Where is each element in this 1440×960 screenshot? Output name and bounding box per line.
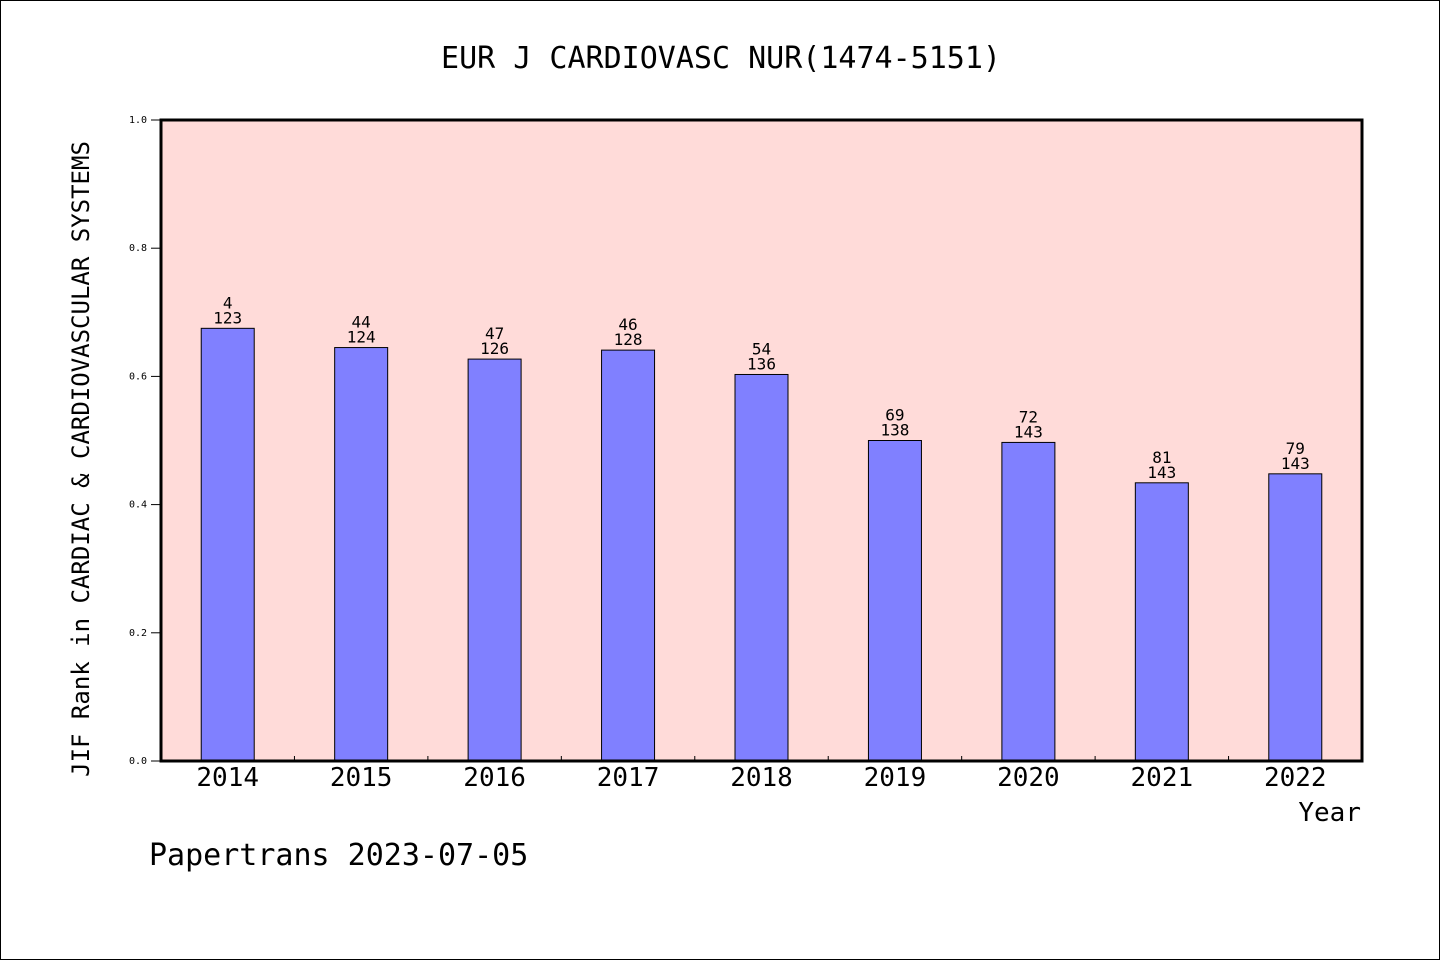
x-tick-label: 2019 [864, 763, 927, 793]
x-tick-label: 2021 [1131, 763, 1194, 793]
bar-rank-label: 47 [485, 324, 504, 343]
bar-total-label: 143 [1281, 454, 1310, 473]
bar-rank-label: 4 [223, 293, 233, 312]
y-axis: 0.0 0.2 0.4 0.6 0.8 1.0 [129, 115, 161, 767]
bar-total-label: 136 [747, 354, 776, 373]
bar-2015 [334, 347, 389, 762]
bar-2022 [1268, 473, 1323, 762]
y-tick-label: 0.8 [129, 243, 147, 254]
y-tick-label: 0.0 [129, 756, 147, 767]
footer-credit: Papertrans 2023-07-05 [149, 838, 528, 873]
bars-group [200, 327, 1323, 762]
x-tick-label: 2018 [730, 763, 793, 793]
x-tick-label: 2014 [196, 763, 259, 793]
x-axis-label: Year [1298, 798, 1361, 828]
chart-title: EUR J CARDIOVASC NUR(1474-5151) [441, 41, 1001, 76]
bar-2016 [467, 358, 522, 762]
bar-total-label: 123 [213, 308, 242, 327]
bar-total-label: 126 [480, 339, 509, 358]
bar-total-label: 143 [1147, 463, 1176, 482]
y-tick-label: 0.2 [129, 628, 147, 639]
bar-2018 [734, 373, 789, 762]
bar-total-label: 138 [880, 421, 909, 440]
y-tick-label: 0.6 [129, 371, 147, 382]
bar-rank-label: 72 [1019, 407, 1038, 426]
x-tick-label: 2020 [997, 763, 1060, 793]
bar-2021 [1134, 482, 1189, 762]
x-axis: 2014 2015 2016 2017 2018 2019 2020 2021 2022 [196, 756, 1327, 793]
bar-2014 [200, 327, 255, 762]
bar-2020 [1001, 441, 1056, 762]
bar-total-label: 128 [614, 330, 643, 349]
bar-rank-label: 46 [618, 315, 637, 334]
bar-rank-label: 44 [352, 313, 371, 332]
bar-2017 [601, 349, 656, 762]
x-tick-label: 2022 [1264, 763, 1327, 793]
x-tick-label: 2015 [330, 763, 393, 793]
y-tick-label: 0.4 [129, 500, 147, 511]
bar-rank-label: 54 [752, 339, 771, 358]
bar-2019 [867, 440, 922, 762]
bar-rank-label: 69 [885, 406, 904, 425]
y-axis-label: JIF Rank in CARDIAC & CARDIOVASCULAR SYS… [67, 141, 95, 777]
plot-border [159, 118, 1364, 763]
bar-rank-label: 79 [1286, 439, 1305, 458]
bar-total-label: 124 [347, 328, 376, 347]
y-tick-label: 1.0 [129, 115, 147, 126]
x-tick-label: 2016 [463, 763, 526, 793]
bar-rank-label: 81 [1152, 448, 1171, 467]
x-tick-label: 2017 [597, 763, 660, 793]
bar-total-label: 143 [1014, 422, 1043, 441]
